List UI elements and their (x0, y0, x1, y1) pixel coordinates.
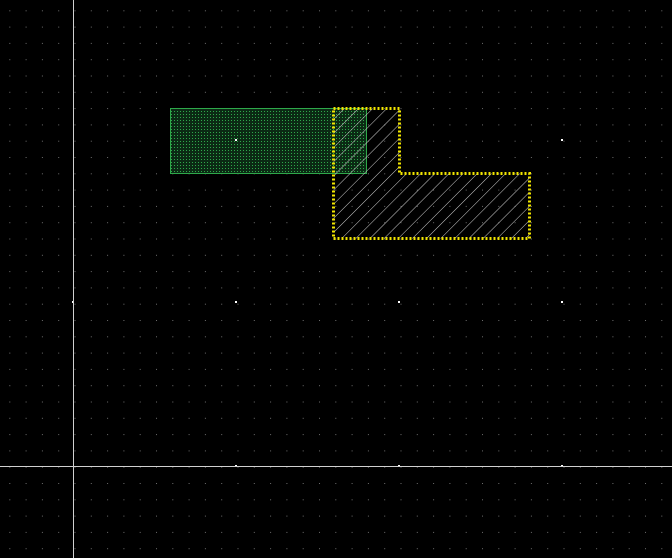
major-grid-dot (561, 139, 563, 141)
major-grid-dot (235, 301, 237, 303)
major-grid-dot (561, 301, 563, 303)
center-dot-icon (235, 139, 237, 141)
yellow-selected-polygon[interactable] (332, 107, 531, 240)
polygon-hatch-fill[interactable] (333, 108, 530, 239)
polygon-selection-outline (332, 107, 531, 240)
major-grid-dot (398, 301, 400, 303)
